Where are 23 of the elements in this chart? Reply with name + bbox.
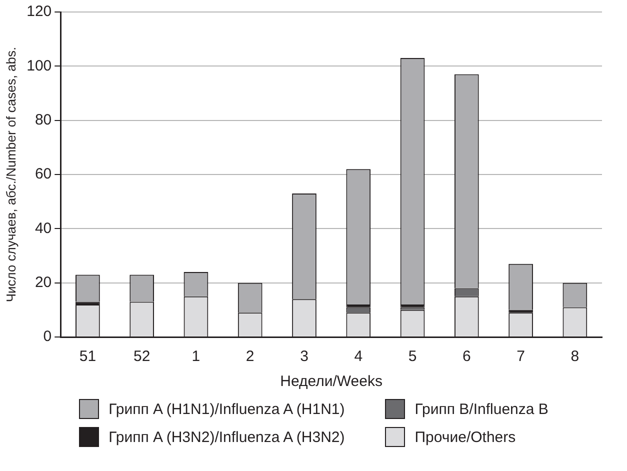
x-tick-label: 8 [570, 348, 580, 366]
x-tick-label: 52 [133, 348, 150, 366]
x-tick-label: 1 [192, 348, 200, 366]
x-tick-label: 7 [516, 348, 525, 366]
legend-label: Грипп A (H3N2)/Influenza A (H3N2) [108, 428, 345, 446]
y-tick-label: 0 [43, 328, 52, 346]
y-tick-label: 120 [26, 3, 52, 20]
y-tick-label: 40 [34, 220, 52, 237]
x-axis-title: Недели/Weeks [280, 373, 382, 390]
legend-label: Прочие/Others [414, 428, 516, 446]
y-tick-label: 100 [26, 57, 52, 74]
y-axis-title: Число случаев, абс./Number of cases, abs. [3, 46, 18, 302]
x-tick-label: 51 [79, 348, 96, 366]
y-tick-label: 20 [34, 274, 52, 291]
y-tick-label: 80 [34, 111, 52, 128]
legend-label: Грипп B/Influenza B [414, 400, 548, 418]
x-tick-label: 2 [246, 348, 254, 366]
x-tick-label: 5 [408, 348, 417, 366]
x-tick-label: 3 [300, 348, 308, 366]
legend-label: Грипп A (H1N1)/Influenza A (H1N1) [108, 400, 345, 418]
x-tick-label: 4 [354, 348, 363, 366]
y-tick-label: 60 [34, 166, 52, 183]
x-tick-label: 6 [462, 348, 471, 366]
